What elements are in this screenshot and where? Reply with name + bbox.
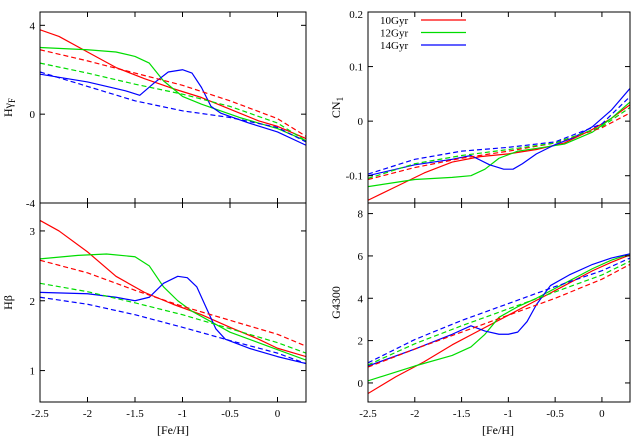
- y-axis-label: CN1: [329, 97, 345, 118]
- plot-frame: [367, 202, 631, 403]
- y-tick-label: 8: [358, 209, 364, 221]
- series-line-12gyr-solid: [40, 253, 306, 361]
- y-axis-label-sub: F: [7, 98, 17, 103]
- series-line-14gyr-dashed: [40, 71, 306, 143]
- y-tick-label: 0.1: [349, 62, 363, 74]
- panel-g4300: -2.5 -2 -1.5 -1 -0.5 0 0 2 4 6 8 G4300: [329, 202, 631, 420]
- series-group: [368, 253, 630, 395]
- y-axis-label-sub: 1: [335, 97, 345, 102]
- series-line-14gyr-solid: [40, 69, 306, 146]
- series-group: [40, 29, 306, 146]
- y-tick-label: 2: [30, 296, 36, 308]
- y-tick-label: 4: [358, 293, 364, 305]
- x-tick-label: 0: [275, 408, 281, 420]
- y-tick-label: 3: [30, 226, 36, 238]
- series-line-12gyr-solid: [40, 46, 306, 142]
- series-line-10gyr-solid: [368, 254, 630, 395]
- series-line-12gyr-dashed: [368, 107, 630, 180]
- y-tick-label: 0: [358, 116, 364, 128]
- x-tick-label: -1: [504, 408, 513, 420]
- x-tick-label: 0: [599, 408, 605, 420]
- series-line-12gyr-dashed: [40, 62, 306, 142]
- x-tick-label: -1.5: [453, 408, 471, 420]
- legend-label: 14Gyr: [380, 40, 408, 52]
- y-tick-label: -0.1: [346, 171, 363, 183]
- series-line-12gyr-solid: [368, 253, 630, 382]
- series-line-12gyr-dashed: [368, 260, 630, 366]
- y-axis-label: Hβ: [1, 295, 15, 310]
- series-line-10gyr-dashed: [368, 263, 630, 368]
- series-line-14gyr-solid: [368, 88, 630, 177]
- series-line-12gyr-solid: [368, 101, 630, 188]
- series-line-10gyr-solid: [368, 104, 630, 201]
- x-tick-label: -0.5: [546, 408, 564, 420]
- series-line-14gyr-dashed: [368, 257, 630, 364]
- x-tick-label: -1: [178, 408, 187, 420]
- series-line-14gyr-dashed: [368, 96, 630, 175]
- y-tick-label: 0: [358, 378, 364, 390]
- y-tick-label: 0.2: [349, 9, 363, 21]
- series-line-12gyr-dashed: [40, 282, 306, 354]
- y-tick-label: 1: [30, 366, 36, 378]
- x-tick-label: -0.5: [221, 408, 239, 420]
- y-tick-label: 0: [30, 109, 36, 121]
- plot-frame: [39, 11, 307, 204]
- series-line-14gyr-solid: [40, 275, 306, 365]
- legend-label: 12Gyr: [380, 28, 408, 40]
- y-axis-label: HγF: [1, 98, 17, 117]
- x-axis-label-left: [Fe/H]: [157, 423, 189, 437]
- x-tick-label: -2.5: [31, 408, 49, 420]
- plot-frame: [39, 202, 307, 403]
- x-axis-label-right: [Fe/H]: [482, 423, 514, 437]
- x-tick-label: -2.5: [359, 408, 377, 420]
- x-tick-label: -2: [410, 408, 419, 420]
- x-tick-label: -1.5: [126, 408, 144, 420]
- series-line-14gyr-solid: [368, 253, 630, 367]
- y-axis-label-base: Hγ: [1, 102, 15, 117]
- y-tick-label: -4: [26, 198, 36, 210]
- series-line-10gyr-dashed: [40, 49, 306, 137]
- x-tick-label: -2: [83, 408, 92, 420]
- y-axis-label-base: CN: [329, 101, 343, 118]
- series-group: [368, 88, 630, 201]
- series-line-10gyr-dashed: [368, 112, 630, 181]
- series-group: [40, 219, 306, 365]
- panel-hgf: -4 0 4 HγF: [1, 11, 307, 210]
- panel-hb: -2.5 -2 -1.5 -1 -0.5 0 1 2 3 Hβ: [1, 202, 307, 420]
- series-line-10gyr-solid: [40, 219, 306, 358]
- y-tick-label: 2: [358, 336, 364, 348]
- legend-label: 10Gyr: [380, 15, 408, 27]
- y-axis-label: G4300: [329, 286, 343, 319]
- panel-cn1: -0.1 0 0.1 0.2 CN1: [329, 9, 631, 204]
- y-tick-label: 6: [358, 251, 364, 263]
- y-tick-label: 4: [30, 20, 36, 32]
- series-line-14gyr-dashed: [40, 296, 306, 365]
- series-line-10gyr-dashed: [40, 259, 306, 347]
